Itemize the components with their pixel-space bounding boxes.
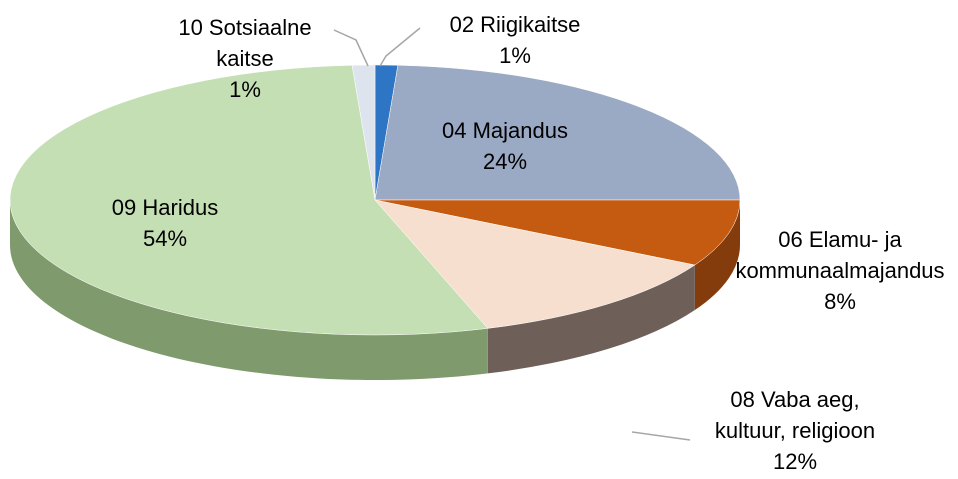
label-value: 24%	[482, 149, 528, 174]
leader-line	[379, 27, 421, 67]
slice-side	[487, 265, 695, 374]
slice	[374, 65, 741, 201]
slices	[9, 64, 741, 380]
slice-side	[694, 200, 740, 311]
label-value: 1%	[499, 43, 531, 68]
data-label: 04 Majandus 24%	[405, 115, 605, 177]
leader-line	[631, 431, 691, 441]
slice	[351, 64, 376, 201]
data-label: 09 Haridus 54%	[65, 192, 265, 254]
data-label: 08 Vaba aeg, kultuur, religioon 12%	[698, 384, 893, 477]
label-value: 1%	[229, 77, 261, 102]
label-value: 8%	[824, 289, 856, 314]
leader-line	[333, 29, 369, 67]
slice	[374, 199, 741, 266]
label-name: 09 Haridus	[111, 195, 219, 220]
data-label: 06 Elamu- ja kommunaalmajandus 8%	[734, 224, 946, 317]
label-name: 10 Sotsiaalne kaitse	[178, 15, 312, 71]
label-name: 02 Riigikaitse	[449, 12, 581, 37]
slice	[9, 65, 489, 336]
label-value: 54%	[142, 226, 188, 251]
label-name: 08 Vaba aeg, kultuur, religioon	[714, 387, 876, 443]
data-label: 02 Riigikaitse 1%	[415, 9, 615, 71]
slice	[374, 199, 696, 329]
label-value: 12%	[772, 449, 818, 474]
label-name: 04 Majandus	[442, 118, 568, 143]
label-name: 06 Elamu- ja kommunaalmajandus	[735, 227, 945, 283]
data-label: 10 Sotsiaalne kaitse 1%	[160, 12, 330, 105]
